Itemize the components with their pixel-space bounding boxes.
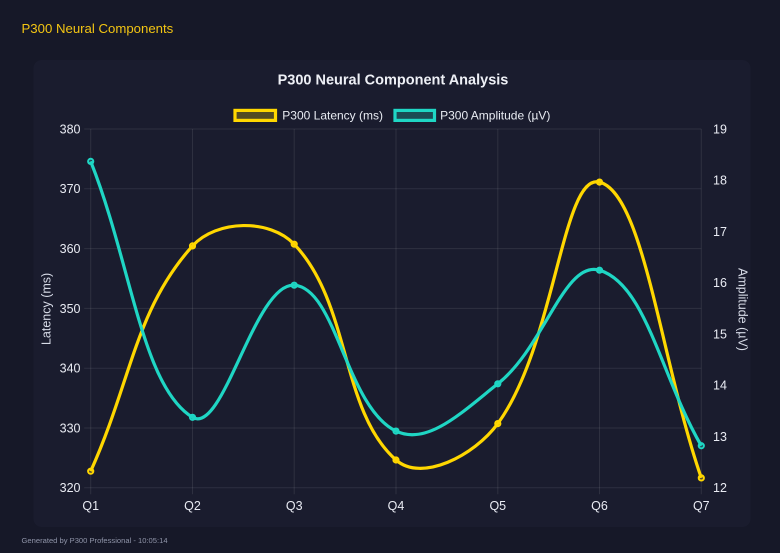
svg-text:Amplitude (µV): Amplitude (µV): [736, 268, 750, 351]
svg-text:15: 15: [713, 327, 727, 341]
svg-text:Q2: Q2: [184, 499, 201, 513]
svg-text:12: 12: [713, 481, 727, 495]
svg-text:Q7: Q7: [693, 499, 710, 513]
svg-text:13: 13: [713, 430, 727, 444]
svg-text:Generated by P300 Professional: Generated by P300 Professional - 10:05:1…: [22, 536, 168, 545]
svg-text:Latency (ms): Latency (ms): [39, 273, 53, 345]
svg-text:P300 Amplitude (µV): P300 Amplitude (µV): [440, 109, 550, 123]
svg-text:P300 Latency (ms): P300 Latency (ms): [282, 109, 383, 123]
svg-text:Q5: Q5: [489, 499, 506, 513]
svg-text:350: 350: [60, 302, 81, 316]
svg-text:P300 Neural Component Analysis: P300 Neural Component Analysis: [278, 72, 509, 88]
svg-text:Q4: Q4: [388, 499, 405, 513]
svg-text:19: 19: [713, 122, 727, 136]
svg-text:Q3: Q3: [286, 499, 303, 513]
svg-text:14: 14: [713, 379, 727, 393]
svg-text:P300 Neural Components: P300 Neural Components: [22, 21, 174, 36]
svg-text:330: 330: [60, 421, 81, 435]
svg-text:320: 320: [60, 481, 81, 495]
svg-text:Q1: Q1: [82, 499, 99, 513]
svg-text:370: 370: [60, 182, 81, 196]
svg-text:340: 340: [60, 362, 81, 376]
svg-text:16: 16: [713, 276, 727, 290]
svg-text:18: 18: [713, 174, 727, 188]
svg-text:360: 360: [60, 242, 81, 256]
svg-text:Q6: Q6: [591, 499, 608, 513]
svg-text:380: 380: [60, 122, 81, 136]
svg-text:17: 17: [713, 225, 727, 239]
